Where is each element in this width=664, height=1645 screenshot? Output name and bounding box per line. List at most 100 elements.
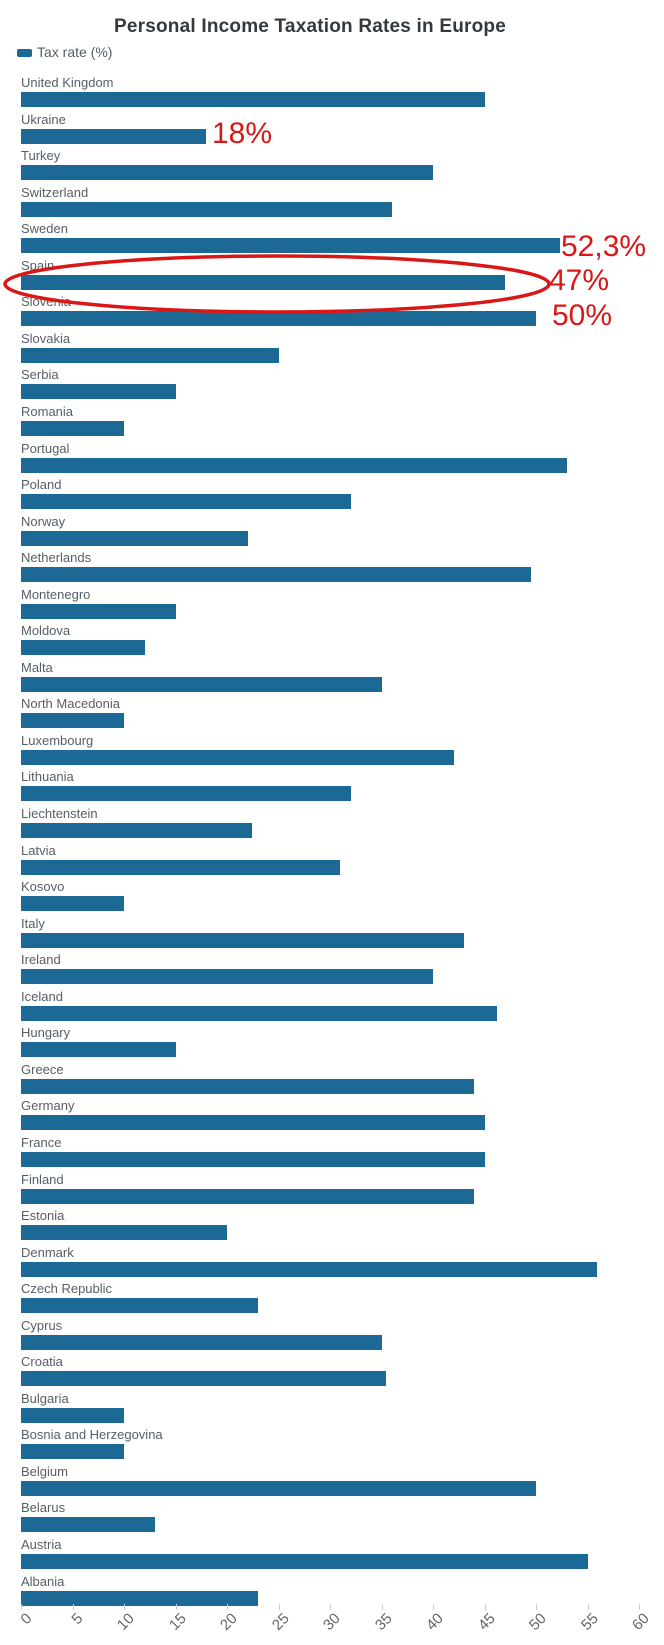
tax-rate-bar	[21, 420, 124, 436]
country-label: Romania	[21, 403, 74, 419]
country-label: Belgium	[21, 1463, 68, 1479]
red-annotation: 52,3%	[561, 230, 647, 263]
country-label: Latvia	[21, 842, 56, 858]
x-tick-label: 0	[17, 1610, 36, 1628]
tax-rate-bar	[21, 1298, 258, 1314]
country-label: Spain	[21, 257, 55, 273]
tax-rate-bar	[21, 384, 176, 400]
tax-rate-bar	[21, 92, 485, 107]
country-label: Portugal	[21, 440, 70, 456]
x-tick-mark	[72, 1604, 74, 1610]
country-label: Switzerland	[21, 184, 89, 200]
x-tick-mark	[330, 1604, 331, 1610]
country-label: Slovakia	[21, 330, 71, 346]
tax-rate-bar	[21, 311, 536, 327]
country-label: Ukraine	[21, 111, 66, 127]
tax-rate-bar	[21, 238, 560, 254]
country-label: North Macedonia	[21, 696, 120, 712]
country-label: Finland	[21, 1171, 64, 1187]
x-tick-mark	[381, 1604, 383, 1610]
country-label: Turkey	[21, 148, 61, 164]
x-tick-label: 60	[629, 1610, 654, 1634]
tax-rate-bar	[21, 1042, 176, 1058]
country-label: Estonia	[21, 1208, 65, 1224]
tax-rate-bar	[21, 1261, 597, 1277]
x-tick-mark	[124, 1604, 125, 1610]
tax-rate-bar	[21, 1188, 475, 1204]
x-tick-label: 40	[423, 1610, 448, 1634]
x-tick-label: 55	[577, 1610, 602, 1634]
tax-rate-bar	[21, 1334, 382, 1350]
country-label: Hungary	[21, 1025, 71, 1041]
tax-rate-bar	[21, 1115, 485, 1131]
tax-rate-bar	[21, 165, 433, 181]
country-label: Sweden	[21, 221, 68, 237]
country-label: Czech Republic	[21, 1281, 113, 1297]
red-annotation: 47%	[549, 264, 610, 297]
x-tick-label: 35	[371, 1610, 396, 1634]
country-label: Moldova	[21, 623, 71, 639]
country-label: United Kingdom	[21, 75, 114, 90]
x-tick-mark	[433, 1604, 434, 1610]
country-label: Iceland	[21, 988, 63, 1004]
tax-rate-bar	[21, 713, 124, 729]
x-tick-label: 30	[320, 1610, 345, 1634]
country-label: Lithuania	[21, 769, 74, 785]
x-tick-mark	[227, 1604, 228, 1610]
x-tick-label: 15	[165, 1610, 190, 1634]
tax-rate-bar	[21, 530, 248, 546]
tax-rate-bar	[21, 603, 176, 619]
tax-rate-bar	[21, 201, 392, 217]
country-label: Luxembourg	[21, 732, 94, 748]
country-label: Croatia	[21, 1354, 63, 1370]
country-label: Greece	[21, 1061, 64, 1077]
x-tick-label: 10	[114, 1610, 139, 1634]
country-label: Austria	[21, 1537, 62, 1552]
x-tick-label: 45	[474, 1610, 499, 1634]
tax-rate-bar	[21, 1517, 155, 1533]
country-label: Bosnia and Herzegovina	[21, 1427, 163, 1443]
tax-rate-bar	[21, 1225, 227, 1241]
tax-rate-bar	[21, 932, 464, 948]
country-label: Kosovo	[21, 879, 65, 895]
legend-swatch	[17, 49, 32, 57]
x-tick-mark	[278, 1604, 280, 1610]
country-label: Ireland	[21, 952, 61, 968]
tax-rate-bar	[21, 128, 207, 144]
tax-rate-bar	[21, 1407, 124, 1423]
country-label: Cyprus	[21, 1317, 63, 1333]
tax-rate-bar	[21, 786, 351, 802]
x-tick-label: 25	[268, 1610, 293, 1634]
x-tick-mark	[484, 1604, 486, 1610]
tax-rate-bar	[21, 749, 454, 765]
country-label: Norway	[21, 513, 66, 529]
country-label: Liechtenstein	[21, 806, 98, 821]
tax-rate-bar	[21, 969, 433, 985]
country-label: Germany	[21, 1098, 75, 1114]
country-label: Belarus	[21, 1500, 66, 1516]
x-tick-label: 5	[68, 1610, 87, 1628]
red-annotation: 18%	[212, 117, 273, 150]
country-label: Malta	[21, 659, 53, 675]
red-annotation: 50%	[552, 299, 613, 332]
country-label: France	[21, 1134, 62, 1150]
x-tick-label: 20	[217, 1610, 242, 1634]
country-label: Montenegro	[21, 586, 91, 602]
country-label: Serbia	[21, 367, 59, 383]
tax-rate-bar	[21, 823, 252, 838]
x-tick-mark	[587, 1604, 589, 1610]
tax-rate-bar	[21, 859, 341, 875]
country-label: Albania	[21, 1573, 65, 1589]
tax-rate-bar	[21, 457, 567, 473]
tax-rate-bar	[21, 1078, 475, 1094]
country-label: Netherlands	[21, 550, 92, 566]
tax-rate-bar	[21, 567, 531, 583]
country-label: Poland	[21, 477, 62, 493]
tax-rate-bar	[21, 1151, 485, 1167]
tax-rate-bar	[21, 1371, 386, 1387]
x-tick-mark	[639, 1604, 640, 1610]
tax-rate-bar	[21, 676, 382, 692]
tax-rate-bar	[21, 1554, 588, 1569]
x-tick-mark	[536, 1604, 537, 1610]
